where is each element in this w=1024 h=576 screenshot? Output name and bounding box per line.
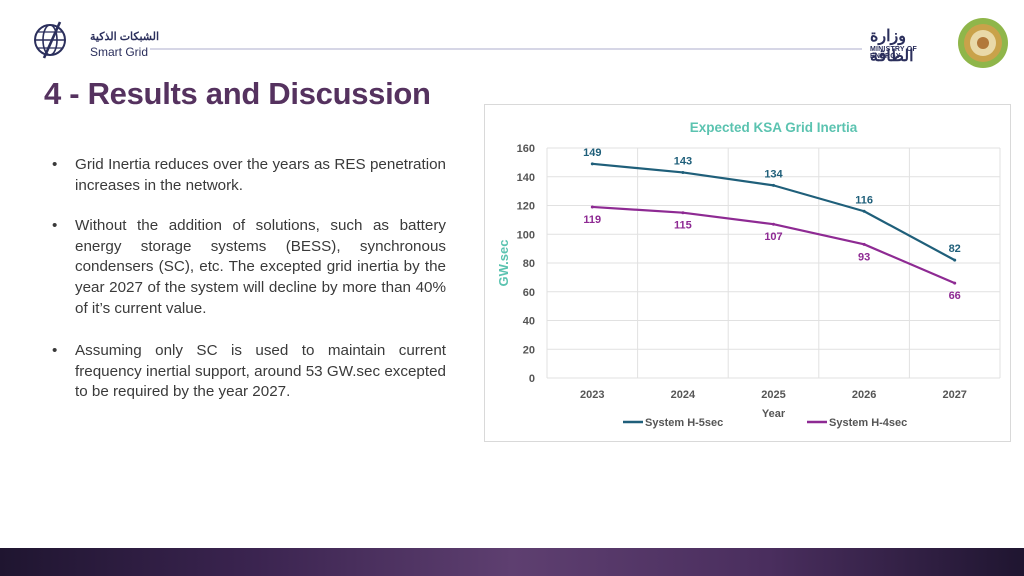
data-point [681, 211, 685, 215]
y-tick-label: 140 [517, 172, 535, 184]
y-tick-label: 80 [523, 258, 535, 270]
globe-grid-icon [34, 21, 66, 59]
data-point [772, 222, 775, 226]
data-label: 107 [764, 231, 782, 243]
data-point [772, 183, 775, 187]
smart-grid-arabic: الشبكات الذكية [90, 31, 160, 43]
data-point [681, 170, 685, 174]
smart-grid-logo: الشبكات الذكية Smart Grid [30, 18, 160, 66]
header-divider [150, 48, 862, 50]
data-point [590, 162, 594, 166]
data-point [953, 258, 957, 262]
x-axis-label: Year [762, 408, 786, 420]
y-tick-label: 160 [517, 143, 535, 155]
data-label: 82 [949, 243, 961, 255]
footer-bar [0, 548, 1024, 576]
y-tick-label: 20 [523, 344, 535, 356]
x-tick-label: 2023 [580, 389, 604, 401]
x-tick-label: 2024 [671, 389, 696, 401]
data-label: 115 [674, 220, 692, 232]
inertia-chart-svg: Expected KSA Grid Inertia 0 20 40 60 80 100 120… [496, 120, 1001, 429]
inertia-chart: Expected KSA Grid Inertia 0 20 40 60 80 100 120… [484, 104, 1011, 442]
bullet-item: Grid Inertia reduces over the years as R… [52, 155, 446, 196]
data-label: 119 [583, 214, 601, 226]
y-tick-label: 100 [517, 229, 535, 241]
data-label: 149 [583, 147, 601, 159]
bullet-list: Grid Inertia reduces over the years as R… [52, 155, 446, 423]
x-tick-label: 2025 [761, 389, 785, 401]
x-tick-label: 2026 [852, 389, 876, 401]
data-label: 66 [949, 290, 961, 302]
y-tick-label: 60 [523, 287, 535, 299]
y-axis-label: GW.sec [496, 240, 511, 287]
data-label: 143 [674, 155, 692, 167]
data-point [953, 281, 957, 285]
bullet-item: Without the addition of solutions, such … [52, 216, 446, 319]
series-line [592, 205, 956, 285]
y-tick-label: 40 [523, 316, 535, 328]
chart-title: Expected KSA Grid Inertia [690, 120, 858, 135]
bullet-item: Assuming only SC is used to maintain cur… [52, 341, 446, 403]
data-point [590, 205, 594, 209]
legend-label: System H-4sec [829, 417, 907, 429]
data-label: 134 [764, 168, 783, 180]
ministry-english: MINISTRY OF ENERGY [870, 46, 917, 60]
ministry-arabic: وزارة الطاقة [870, 28, 914, 65]
y-tick-label: 0 [529, 373, 535, 385]
data-point [862, 242, 866, 246]
data-label: 93 [858, 251, 870, 263]
smart-grid-english: Smart Grid [90, 45, 149, 59]
data-point [862, 209, 866, 213]
emblem-icon [958, 18, 1008, 68]
legend-label: System H-5sec [645, 417, 723, 429]
x-tick-label: 2027 [942, 389, 966, 401]
data-label: 116 [855, 194, 873, 206]
page-title: 4 - Results and Discussion [44, 76, 431, 111]
y-tick-label: 120 [517, 201, 535, 213]
ministry-logo: وزارة الطاقة MINISTRY OF ENERGY [870, 16, 1010, 72]
